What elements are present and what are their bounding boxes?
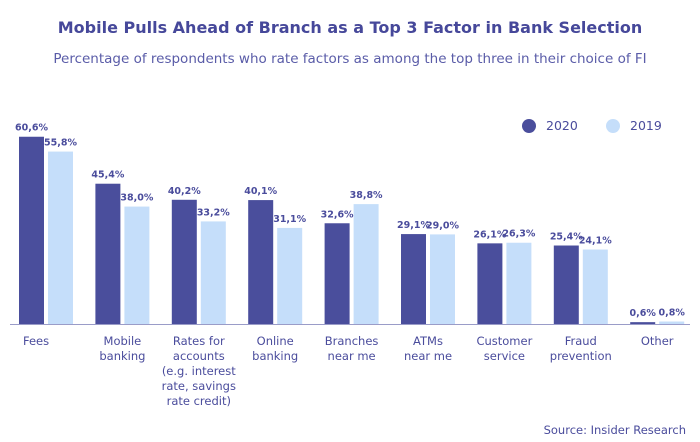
bar-2020-7 xyxy=(553,245,579,324)
data-label-2019-5: 29,0% xyxy=(426,220,459,231)
bar-2020-3 xyxy=(248,200,274,324)
data-label-2020-3: 40,1% xyxy=(244,186,277,197)
category-label-5: near me xyxy=(404,349,452,363)
category-label-3: banking xyxy=(252,349,298,363)
bar-2020-0 xyxy=(19,136,44,324)
bar-2019-0 xyxy=(48,151,73,324)
bar-2019-2 xyxy=(200,221,226,324)
bar-2019-8 xyxy=(659,321,685,324)
category-label-4: near me xyxy=(328,349,376,363)
bar-2019-1 xyxy=(124,206,150,324)
data-label-2019-8: 0,8% xyxy=(659,308,686,319)
data-label-2020-2: 40,2% xyxy=(168,186,201,197)
bar-2019-3 xyxy=(277,227,303,324)
chart-title: Mobile Pulls Ahead of Branch as a Top 3 … xyxy=(57,18,643,37)
category-label-4: Branches xyxy=(325,334,379,348)
data-label-2019-6: 26,3% xyxy=(502,229,535,240)
bar-2020-1 xyxy=(95,183,121,324)
category-label-2: rate credit) xyxy=(167,394,231,408)
bar-2019-5 xyxy=(430,234,455,324)
category-label-5: ATMs xyxy=(413,334,443,348)
data-label-2019-2: 33,2% xyxy=(197,207,230,218)
data-label-2020-1: 45,4% xyxy=(91,170,124,181)
data-label-2020-6: 26,1% xyxy=(473,229,506,240)
bar-2020-5 xyxy=(401,234,426,324)
source-note: Source: Insider Research xyxy=(543,423,686,437)
data-label-2019-0: 55,8% xyxy=(44,138,77,149)
data-label-2020-7: 25,4% xyxy=(550,232,583,243)
bar-2020-8 xyxy=(630,322,656,324)
bar-2019-4 xyxy=(353,204,379,324)
legend-label-2019: 2019 xyxy=(630,118,662,133)
bar-2019-7 xyxy=(582,249,608,324)
category-label-0: Fees xyxy=(23,334,49,348)
data-label-2019-1: 38,0% xyxy=(120,193,153,204)
category-label-2: accounts xyxy=(173,349,225,363)
category-label-6: service xyxy=(484,349,525,363)
data-label-2020-5: 29,1% xyxy=(397,220,430,231)
data-label-2020-8: 0,6% xyxy=(630,308,657,319)
category-label-1: banking xyxy=(99,349,145,363)
data-label-2019-3: 31,1% xyxy=(273,214,306,225)
category-label-7: Fraud xyxy=(565,334,597,348)
legend-item-2020: 2020 xyxy=(522,118,578,133)
legend-label-2020: 2020 xyxy=(546,118,578,133)
data-label-2020-4: 32,6% xyxy=(321,209,354,220)
legend-swatch-2020 xyxy=(522,118,536,133)
chart-subtitle: Percentage of respondents who rate facto… xyxy=(53,51,647,67)
category-label-3: Online xyxy=(257,334,294,348)
category-label-2: rate, savings xyxy=(162,379,236,393)
data-label-2019-7: 24,1% xyxy=(579,236,612,247)
category-label-2: (e.g. interest xyxy=(162,364,236,378)
category-label-2: Rates for xyxy=(173,334,225,348)
data-label-2019-4: 38,8% xyxy=(350,190,383,201)
category-label-7: prevention xyxy=(550,349,612,363)
legend-swatch-2019 xyxy=(606,118,620,133)
bar-2020-4 xyxy=(324,223,350,324)
bar-2020-2 xyxy=(171,199,197,324)
bar-2019-6 xyxy=(506,242,532,324)
bar-2020-6 xyxy=(477,243,503,324)
data-label-2020-0: 60,6% xyxy=(15,123,48,134)
category-label-1: Mobile xyxy=(104,334,142,348)
category-label-6: Customer xyxy=(476,334,532,348)
legend-item-2019: 2019 xyxy=(606,118,662,133)
category-label-8: Other xyxy=(641,334,674,348)
